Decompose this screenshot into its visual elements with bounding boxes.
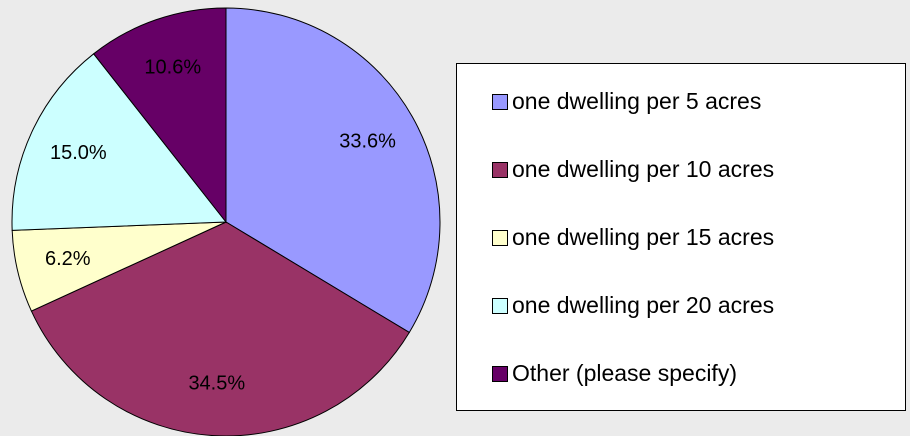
legend-swatch — [492, 230, 508, 246]
pie-slice — [92, 7, 227, 224]
legend-swatch — [492, 94, 508, 110]
legend-label: Other (please specify) — [512, 360, 737, 386]
legend-swatch — [492, 366, 508, 382]
legend-box — [456, 63, 906, 411]
data-label: 10.6% — [144, 57, 201, 79]
data-label: 34.5% — [188, 373, 245, 395]
data-label: 15.0% — [50, 142, 107, 164]
legend-swatch — [492, 298, 508, 314]
pie-slice — [11, 53, 227, 231]
pie-slice — [225, 7, 441, 334]
legend-label: one dwelling per 20 acres — [512, 292, 774, 318]
legend-label: one dwelling per 10 acres — [512, 156, 774, 182]
data-label: 33.6% — [339, 130, 396, 152]
data-label: 6.2% — [45, 248, 91, 270]
legend-label: one dwelling per 15 acres — [512, 224, 774, 250]
legend-label: one dwelling per 5 acres — [512, 88, 761, 114]
legend-swatch — [492, 162, 508, 178]
